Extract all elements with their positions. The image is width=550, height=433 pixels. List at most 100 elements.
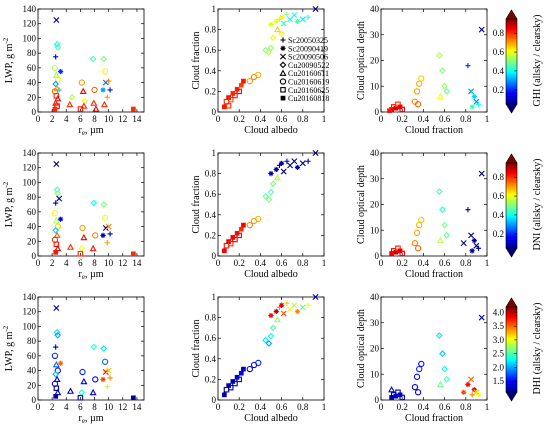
data-point bbox=[471, 237, 477, 244]
data-point bbox=[246, 365, 253, 373]
data-point bbox=[280, 310, 287, 317]
y-axis-label: Cloud fraction bbox=[191, 175, 202, 233]
data-point bbox=[227, 384, 234, 391]
data-point bbox=[471, 93, 477, 100]
y-tick-label: 60 bbox=[27, 63, 37, 73]
data-point bbox=[131, 395, 136, 401]
y-tick-label: 0.8 bbox=[205, 25, 217, 35]
data-point bbox=[90, 343, 98, 351]
data-point bbox=[78, 389, 86, 397]
y-tick-label: 0.2 bbox=[205, 374, 216, 384]
data-point bbox=[227, 96, 234, 103]
y-tick-label: 140 bbox=[23, 148, 37, 158]
data-point bbox=[53, 17, 60, 24]
colorbar-tick-label: 0.6 bbox=[493, 191, 505, 201]
data-point bbox=[77, 251, 84, 257]
colorbar-bar bbox=[505, 18, 518, 105]
data-point bbox=[53, 231, 61, 239]
data-point bbox=[399, 394, 405, 401]
data-point bbox=[52, 370, 60, 378]
data-point bbox=[468, 232, 475, 239]
y-axis-label: Cloud optical depth bbox=[356, 21, 367, 100]
data-point bbox=[273, 25, 281, 33]
y-tick-label: 0.4 bbox=[205, 210, 217, 220]
data-point bbox=[54, 331, 62, 339]
legend-marker bbox=[280, 87, 286, 93]
x-axis-label: Cloud fraction bbox=[405, 413, 463, 424]
x-tick-label: 0.2 bbox=[234, 258, 245, 268]
y-tick-label: 0 bbox=[212, 395, 217, 405]
data-point bbox=[51, 64, 59, 72]
data-point bbox=[416, 221, 423, 229]
data-point bbox=[469, 392, 475, 398]
data-point bbox=[299, 16, 306, 23]
data-point bbox=[439, 67, 446, 75]
y-tick-label: 1 bbox=[212, 148, 217, 158]
data-point bbox=[439, 350, 446, 358]
legend-marker bbox=[280, 95, 286, 101]
data-point bbox=[54, 75, 61, 83]
y-tick-label: 1 bbox=[212, 4, 217, 14]
data-point bbox=[269, 324, 277, 332]
data-point bbox=[305, 302, 311, 308]
y-axis-label-sup: -2 bbox=[2, 37, 10, 43]
data-point bbox=[53, 393, 58, 399]
y-tick-label: 0 bbox=[32, 395, 37, 405]
data-point bbox=[131, 106, 136, 112]
data-point bbox=[52, 216, 60, 224]
data-point bbox=[284, 300, 290, 306]
data-point bbox=[232, 236, 238, 243]
data-point bbox=[478, 26, 485, 33]
data-point bbox=[255, 359, 262, 367]
y-axis-label-sup: -2 bbox=[2, 325, 10, 331]
x-tick-label: 1 bbox=[485, 114, 490, 124]
x-tick-label: 14 bbox=[132, 402, 142, 412]
x-tick-label: 0.4 bbox=[255, 402, 267, 412]
data-point bbox=[232, 380, 238, 387]
data-point bbox=[58, 68, 64, 75]
data-point bbox=[53, 375, 61, 383]
data-point bbox=[262, 46, 270, 54]
x-axis-label: re, µm bbox=[79, 413, 104, 425]
x-tick-label: 10 bbox=[104, 258, 114, 268]
y-tick-label: 40 bbox=[370, 148, 380, 158]
legend-marker bbox=[279, 61, 287, 69]
y-tick-label: 100 bbox=[23, 33, 37, 43]
data-point bbox=[399, 250, 405, 257]
x-axis-label: Cloud fraction bbox=[405, 125, 463, 136]
data-point bbox=[90, 99, 98, 106]
y-tick-label: 1 bbox=[212, 292, 217, 302]
x-tick-label: 1 bbox=[322, 114, 327, 124]
data-point bbox=[80, 233, 88, 241]
axes-frame bbox=[37, 152, 145, 257]
x-tick-label: 0.6 bbox=[439, 402, 451, 412]
data-point bbox=[53, 385, 60, 391]
y-tick-label: 0.6 bbox=[205, 333, 217, 343]
data-point bbox=[416, 80, 423, 87]
data-point bbox=[418, 75, 425, 82]
data-point bbox=[262, 336, 270, 344]
data-point bbox=[222, 248, 227, 254]
data-point bbox=[414, 389, 422, 396]
y-tick-label: 60 bbox=[27, 351, 37, 361]
data-point bbox=[53, 241, 60, 247]
y-tick-label: 40 bbox=[27, 222, 37, 232]
colorbar-top-arrow bbox=[505, 9, 518, 20]
colorbar-bar bbox=[505, 306, 518, 393]
data-point bbox=[246, 77, 253, 85]
data-point bbox=[280, 168, 287, 175]
y-axis-label: LWP, g m-2 bbox=[2, 37, 15, 83]
y-tick-label: 0 bbox=[32, 251, 37, 261]
data-point bbox=[107, 375, 113, 381]
y-tick-label: 10 bbox=[370, 225, 380, 235]
data-point bbox=[80, 377, 88, 385]
data-point bbox=[101, 214, 109, 221]
colorbar-label: DNI (allsky / clearsky) bbox=[532, 159, 543, 251]
data-point bbox=[465, 207, 471, 213]
data-point bbox=[227, 240, 234, 247]
data-point bbox=[294, 164, 301, 171]
